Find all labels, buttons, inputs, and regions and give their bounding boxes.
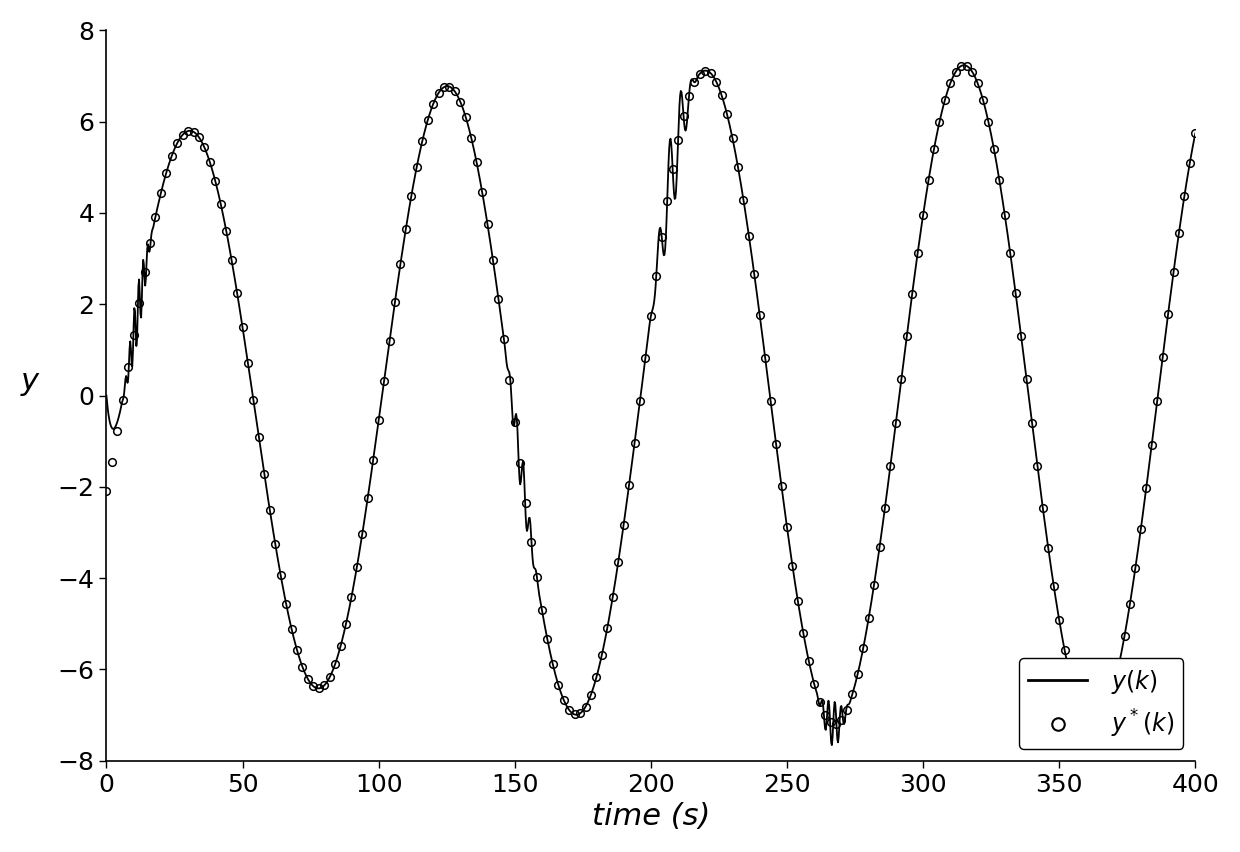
Legend: $y(k)$, $y^*(k)$: $y(k)$, $y^*(k)$ — [1019, 658, 1183, 749]
Y-axis label: y: y — [21, 366, 38, 395]
X-axis label: time (s): time (s) — [591, 803, 711, 832]
